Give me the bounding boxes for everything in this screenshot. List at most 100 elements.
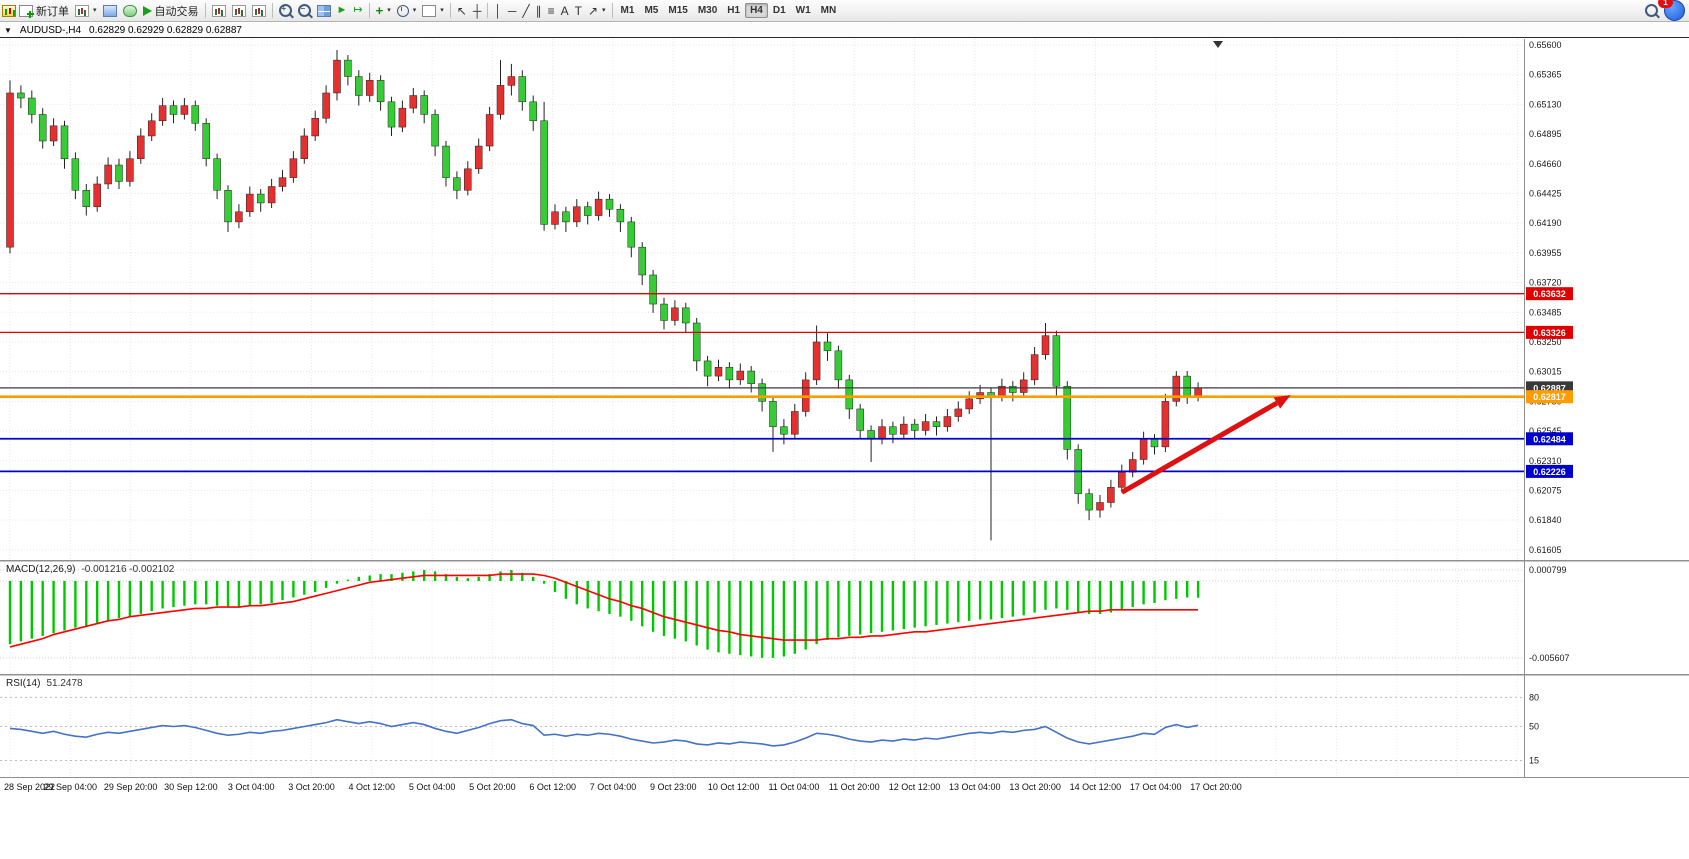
time-axis[interactable]: 28 Sep 2022 29 Sep 04:00 29 Sep 20:00 30 Se… (0, 777, 1689, 797)
zoom-out-button[interactable]: − (295, 2, 314, 20)
candle (191, 105, 200, 124)
time-axis-label: 3 Oct 04:00 (227, 782, 275, 792)
macd-panel-canvas[interactable]: 0.000799 -0.005607 (0, 562, 1689, 674)
tile-windows-button[interactable] (314, 2, 334, 20)
main-chart-canvas[interactable]: 0.65600 0.65365 0.65130 0.64895 0.64660 0.644… (0, 39, 1689, 560)
candle-chart-button[interactable] (229, 2, 249, 20)
candle (1041, 335, 1050, 355)
candle (311, 117, 319, 137)
autotrading-button[interactable]: 自动交易 (140, 2, 202, 20)
chart-title-bar: ▼ AUDUSD-,H4 0.62829 0.62929 0.62829 0.6… (0, 23, 1689, 38)
timeframe-m5[interactable]: M5 (644, 5, 659, 16)
periods-button[interactable]: ▾ (394, 2, 420, 20)
search-icon[interactable] (1645, 4, 1658, 17)
candle (900, 423, 908, 435)
label-tool-button[interactable]: T (572, 2, 585, 20)
market-watch-button[interactable] (100, 2, 120, 20)
notification-badge: 1 (1658, 0, 1673, 8)
fibonacci-button[interactable]: ≡ (545, 2, 558, 20)
indicators-button[interactable]: + ▾ (373, 2, 394, 20)
chevron-down-icon: ▾ (602, 7, 606, 14)
macd-histogram (8, 569, 1200, 658)
candle (812, 341, 821, 381)
candle (551, 211, 559, 225)
cursor-button[interactable]: ↖ (454, 2, 470, 20)
price-tag (1526, 464, 1573, 478)
vertical-line-button[interactable]: │ (491, 2, 505, 20)
timeframe-h4[interactable]: H4 (745, 3, 768, 18)
candle (529, 101, 537, 122)
candle (1030, 354, 1039, 381)
candle (104, 164, 112, 185)
templates-button[interactable]: ▾ (419, 2, 447, 20)
panel-divider[interactable] (0, 560, 1689, 562)
time-axis-label: 13 Oct 04:00 (949, 782, 1001, 792)
candle (453, 177, 461, 191)
candle (344, 59, 352, 77)
chevron-down-icon: ▾ (387, 7, 391, 14)
text-tool-button[interactable]: A (558, 2, 572, 20)
chart-shift-marker[interactable] (1213, 41, 1223, 48)
zoom-in-button[interactable]: + (276, 2, 295, 20)
grid (0, 562, 1524, 674)
grid (0, 39, 1524, 560)
timeframe-m1[interactable]: M1 (620, 5, 635, 16)
candle (540, 120, 548, 225)
bar-chart-button[interactable] (209, 2, 229, 20)
crosshair-button[interactable]: ┼ (470, 2, 485, 20)
candle (49, 125, 58, 142)
line-chart-button[interactable] (249, 2, 269, 20)
candle (420, 95, 428, 115)
candle (594, 198, 603, 216)
cursor-icon: ↖ (456, 3, 467, 18)
chart-shift-button[interactable]: ↦ (350, 2, 365, 20)
notification-button[interactable]: 1 (1658, 0, 1685, 21)
timeframe-m30[interactable]: M30 (697, 5, 718, 16)
template-icon (422, 4, 437, 17)
price-tag-label: 0.63326 (1533, 328, 1566, 338)
candle (1063, 385, 1072, 450)
candle (965, 398, 973, 410)
candle (780, 426, 788, 435)
time-axis-label: 11 Oct 20:00 (828, 782, 880, 792)
candle (507, 76, 516, 86)
timeframe-h1[interactable]: H1 (727, 5, 741, 16)
price-axis-border (1524, 39, 1525, 797)
timeframe-d1[interactable]: D1 (772, 5, 786, 16)
candle (1107, 487, 1115, 503)
auto-scroll-button[interactable]: ► (334, 2, 351, 20)
timeframe-w1[interactable]: W1 (795, 5, 811, 16)
candle (278, 177, 287, 187)
main-toolbar: 新订单 ▾ 自动交易 + − ► ↦ + ▾ ▾ ▾ ↖ ┼ │ ─ ╱ ∥ (0, 0, 1689, 22)
new-chart-button[interactable]: ▾ (72, 2, 100, 20)
rsi-axis-label: 15 (1529, 755, 1539, 765)
new-order-button[interactable]: 新订单 (16, 2, 72, 20)
timeframe-m15[interactable]: M15 (668, 5, 688, 16)
indicators-icon: + (375, 3, 384, 18)
trendline-button[interactable]: ╱ (519, 2, 532, 20)
collapse-icon[interactable]: ▼ (4, 25, 12, 35)
candle (856, 408, 864, 431)
terminal-button[interactable] (120, 2, 140, 20)
horizontal-line-button[interactable]: ─ (505, 2, 520, 20)
candle (605, 198, 614, 210)
toolbar-separator (368, 3, 370, 18)
timeframe-mn[interactable]: MN (820, 5, 837, 16)
arrows-tool-icon: ↗ (587, 3, 599, 18)
time-axis-label: 29 Sep 04:00 (43, 782, 98, 792)
candle (398, 107, 407, 128)
candle (137, 135, 145, 159)
panel-divider[interactable] (0, 674, 1689, 676)
candle (616, 209, 625, 223)
price-axis-label: 0.63250 (1529, 337, 1562, 347)
candle (387, 101, 396, 128)
arrows-tool-button[interactable]: ↗ ▾ (585, 2, 609, 20)
candle (573, 206, 581, 223)
tile-windows-icon (316, 4, 331, 17)
zoom-in-icon: + (278, 4, 292, 17)
channel-button[interactable]: ∥ (533, 2, 545, 20)
trendline-icon: ╱ (522, 3, 530, 18)
rsi-panel-canvas[interactable]: 80 50 15 (0, 676, 1689, 777)
trend-arrow[interactable] (1120, 400, 1279, 495)
candle (431, 114, 439, 147)
